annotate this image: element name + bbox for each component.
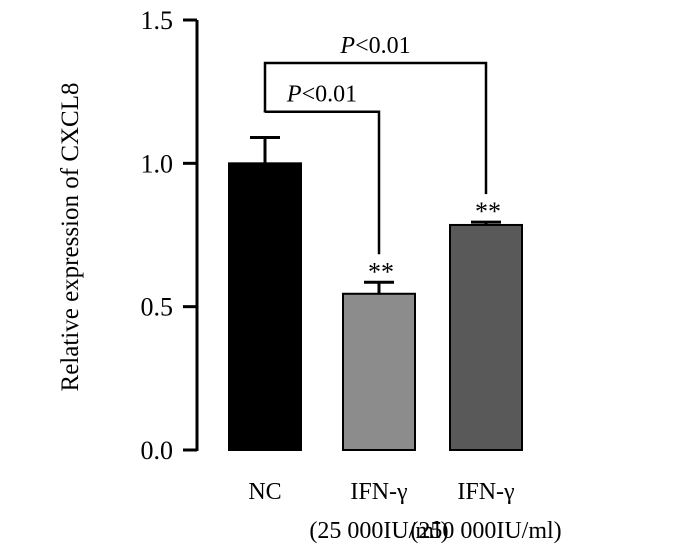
y-tick-label: 0.5: [141, 293, 174, 322]
comparison-bracket: [263, 61, 488, 195]
bar: [449, 223, 523, 451]
significance-mark: **: [368, 257, 394, 286]
y-axis-label: Relative expression of CXCL8: [57, 83, 84, 392]
comparison-label: P<0.01: [286, 82, 357, 108]
y-tick-label: 1.5: [141, 6, 174, 35]
bar: [228, 162, 302, 451]
category-label: IFN-γ: [350, 479, 408, 505]
bar: [342, 292, 416, 451]
y-tick-label: 0.0: [141, 436, 174, 465]
y-tick-label: 1.0: [141, 149, 174, 178]
category-sublabel: (250 000IU/ml): [410, 518, 561, 544]
category-sublabel: (25 000IU/ml): [309, 518, 448, 544]
significance-mark: **: [475, 197, 501, 226]
category-label: IFN-γ: [457, 479, 515, 505]
comparison-label: P<0.01: [339, 33, 410, 59]
category-label: NC: [248, 479, 281, 505]
